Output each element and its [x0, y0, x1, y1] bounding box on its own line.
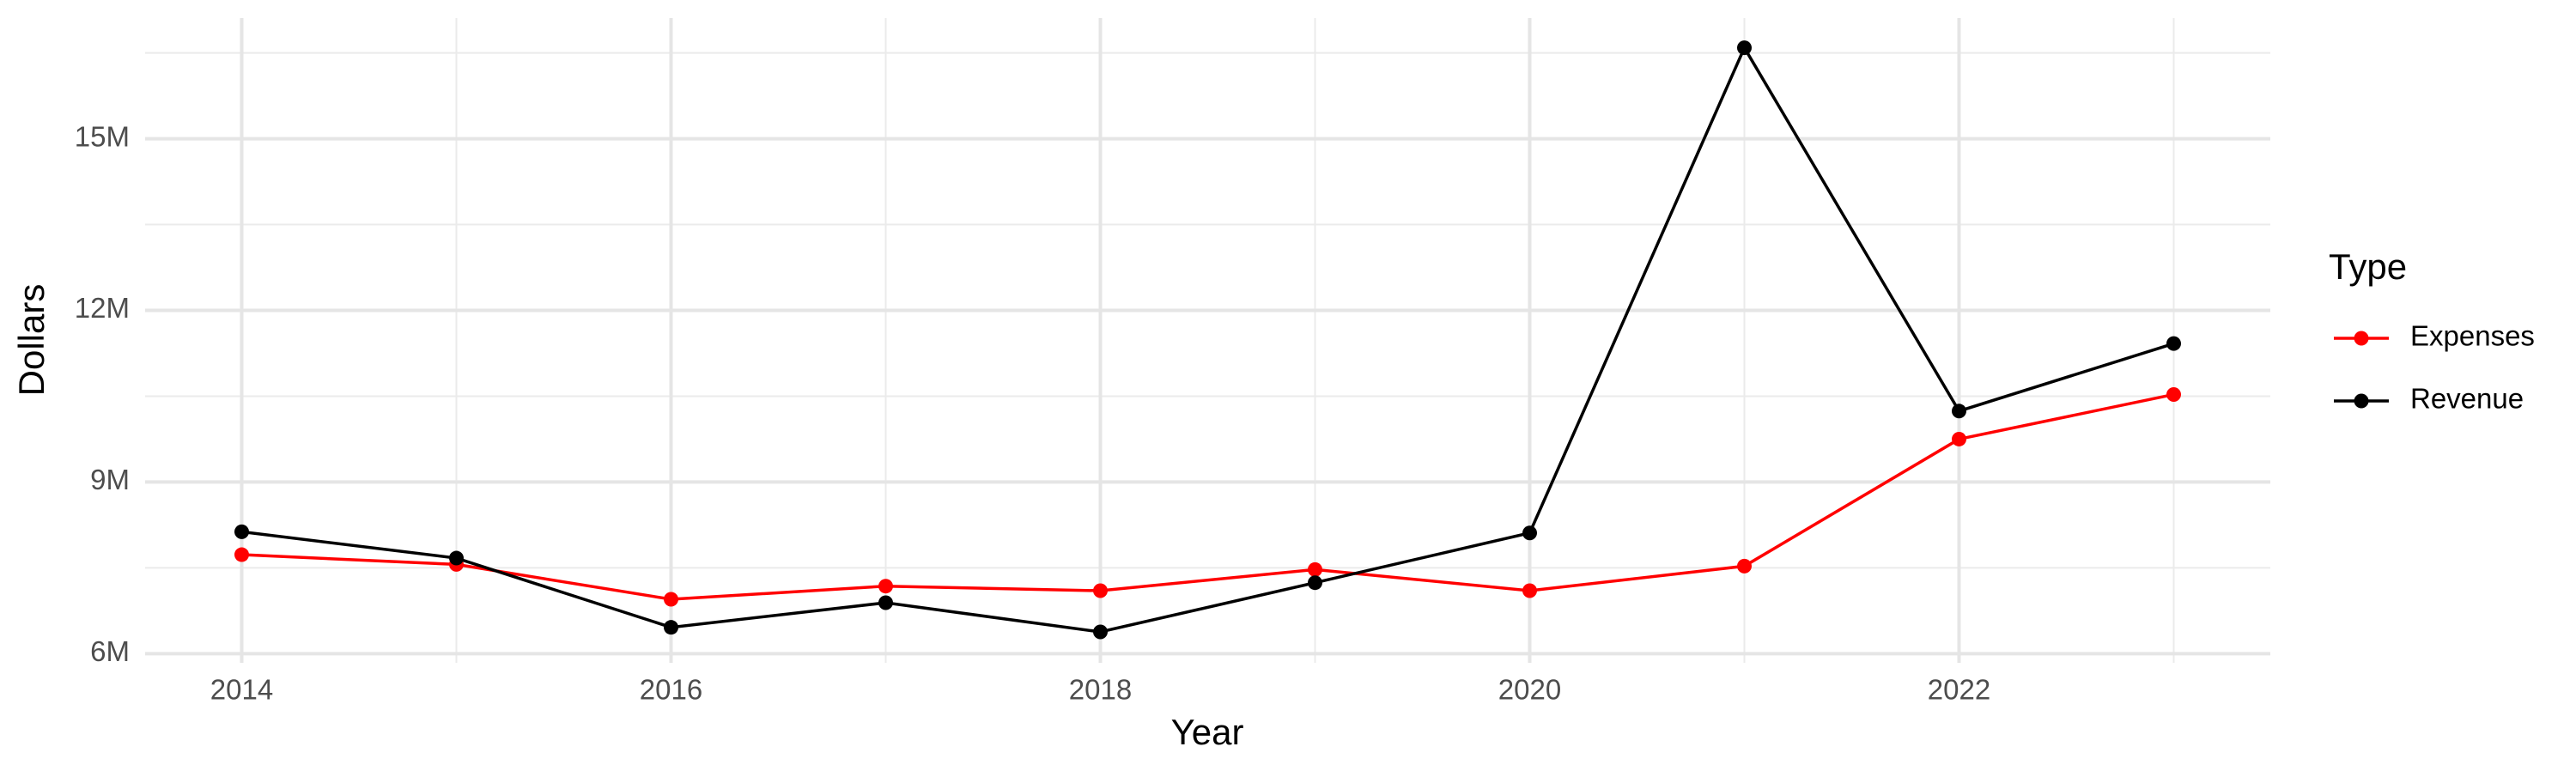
data-point	[234, 547, 249, 562]
data-point	[2166, 386, 2181, 402]
data-point	[1737, 558, 1752, 574]
data-point	[1522, 525, 1537, 541]
data-point	[664, 592, 678, 607]
x-tick-label: 2018	[1069, 674, 1132, 706]
legend: Type Expenses Revenue	[2329, 246, 2535, 415]
data-point	[1952, 404, 1966, 419]
series-line	[241, 392, 2174, 601]
legend-title: Type	[2329, 246, 2407, 287]
data-point	[1952, 431, 1966, 446]
y-axis-title: Dollars	[11, 284, 52, 397]
x-tick-label: 2016	[640, 674, 702, 706]
data-point	[878, 595, 893, 610]
y-tick-label: 9M	[90, 464, 130, 495]
legend-key-point	[2354, 393, 2369, 409]
legend-label: Expenses	[2410, 320, 2535, 352]
series-line	[241, 44, 2175, 634]
data-point	[1308, 562, 1322, 577]
data-point	[878, 579, 893, 594]
legend-key-point	[2354, 331, 2369, 346]
data-point	[1093, 624, 1108, 640]
data-point	[234, 524, 249, 539]
x-tick-label: 2014	[210, 674, 273, 706]
x-tick-label: 2020	[1498, 674, 1561, 706]
y-tick-label: 12M	[75, 292, 130, 324]
data-point	[1093, 583, 1108, 598]
x-axis-title: Year	[1171, 712, 1244, 752]
plot-area	[234, 40, 2181, 640]
x-tick-label: 2022	[1928, 674, 1990, 706]
data-point	[1308, 575, 1322, 591]
data-point	[1737, 40, 1752, 56]
legend-label: Revenue	[2410, 383, 2524, 415]
data-point	[2166, 336, 2181, 351]
data-point	[664, 620, 678, 635]
data-point	[449, 550, 464, 566]
y-tick-label: 6M	[90, 635, 130, 667]
data-point	[1522, 583, 1537, 598]
y-tick-label: 15M	[75, 120, 130, 152]
